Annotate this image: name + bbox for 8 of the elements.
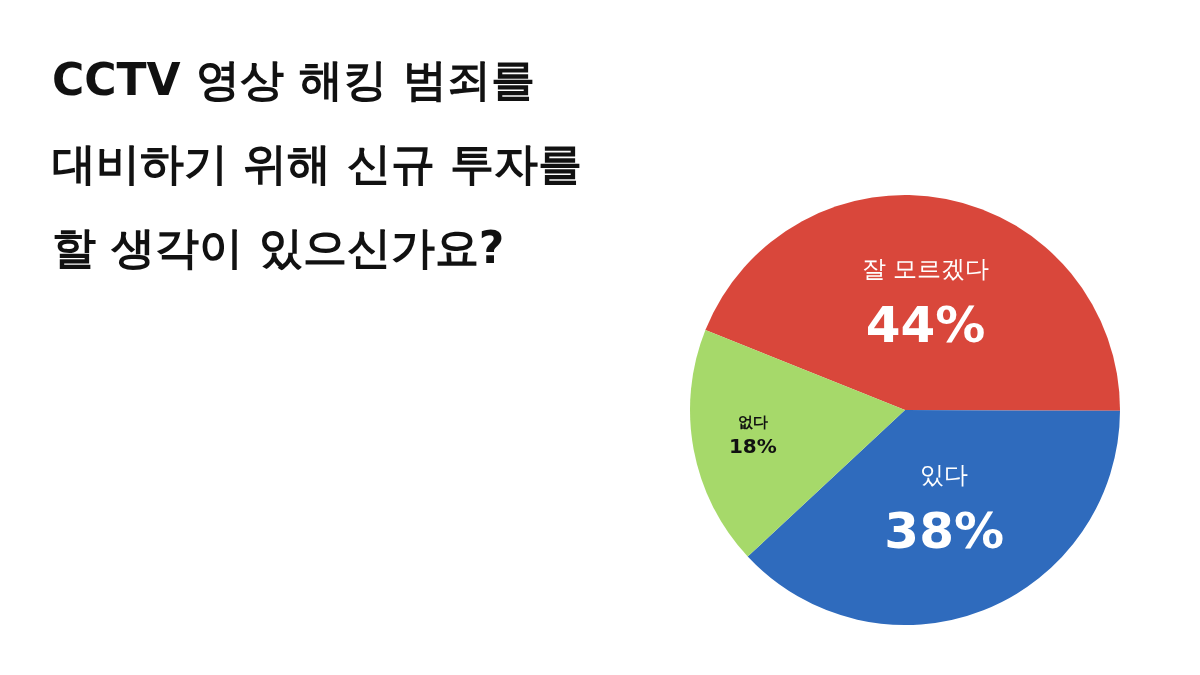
data-label: 18% [728,434,777,459]
slice-label: 있다 [920,460,969,489]
text: CCTV 영상 해킹 범죄를 대비하기 위해 신규 투자를 할 생각이 있으신가요? [52,53,583,275]
slice-label: 없다 [737,413,768,432]
pie-slice [705,195,1120,411]
data-label: 38% [884,501,1005,560]
data-label: 44% [865,295,986,354]
slice-label: 잘 모르겠다 [861,254,990,283]
